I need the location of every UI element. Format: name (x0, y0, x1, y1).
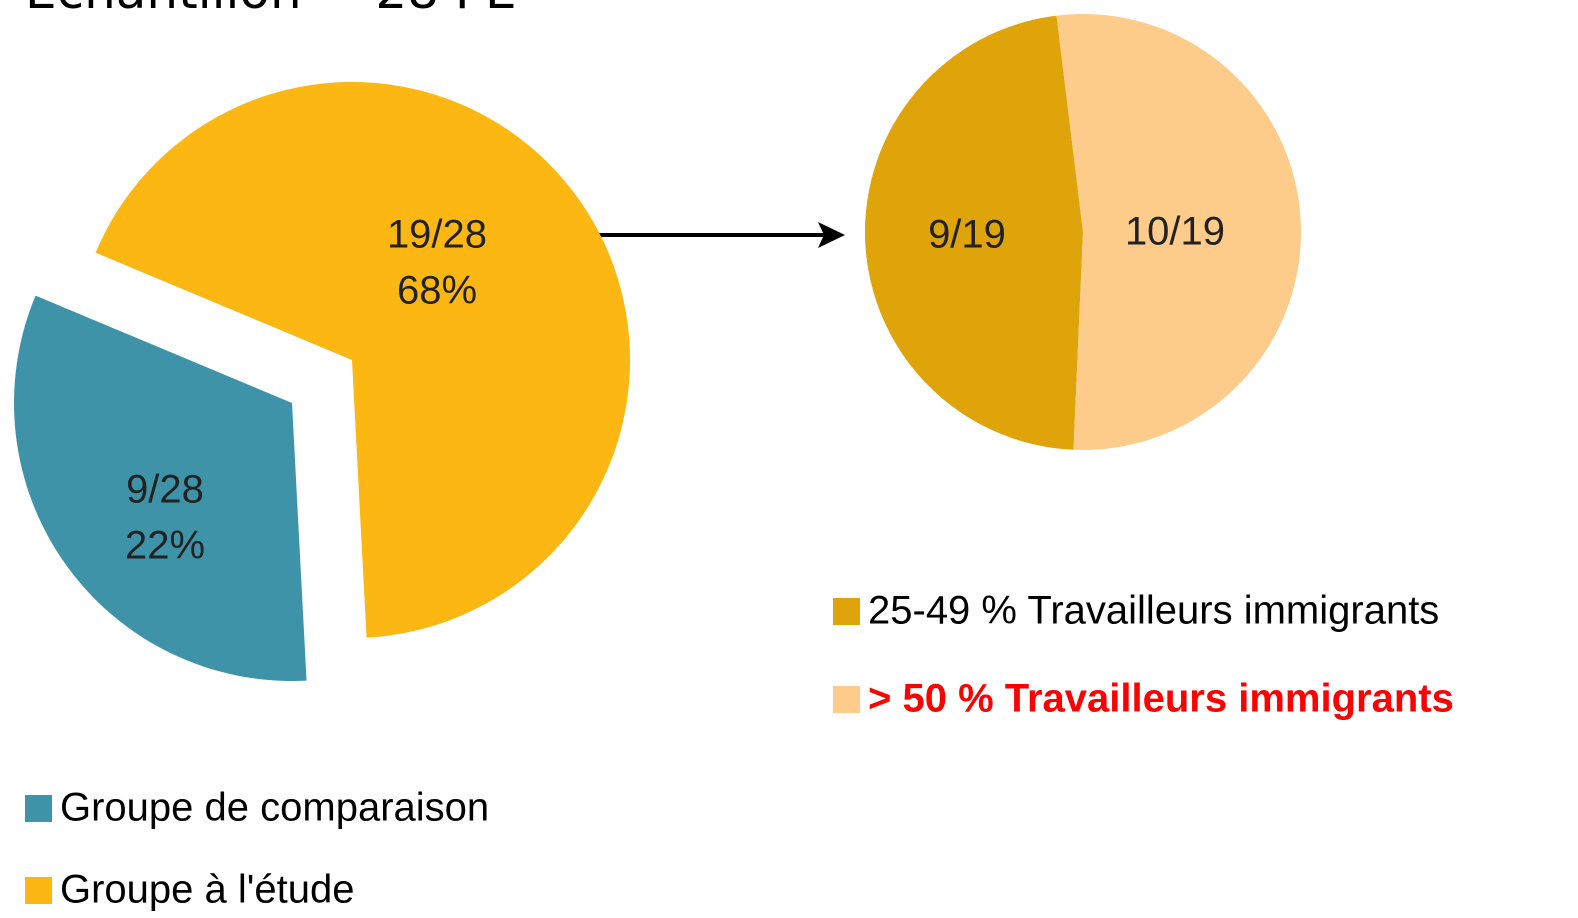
data-label: 9/19 (928, 213, 1006, 257)
data-label: 19/28 (387, 213, 487, 257)
data-label: 10/19 (1125, 210, 1225, 254)
percent-label: 22% (125, 524, 205, 568)
legend-label: 25-49 % Travailleurs immigrants (868, 589, 1439, 633)
arrow-head (818, 222, 845, 248)
legend-label: Groupe à l'étude (60, 868, 355, 912)
legend-label: Groupe de comparaison (60, 786, 489, 830)
legend-swatch (25, 795, 52, 822)
percent-label: 68% (397, 269, 477, 313)
legend-swatch (833, 686, 860, 713)
pie-slice (864, 15, 1083, 450)
legend-swatch (833, 598, 860, 625)
data-label: 9/28 (126, 468, 204, 512)
pie-slice (14, 295, 307, 682)
legend-swatch (25, 877, 52, 904)
legend-label: > 50 % Travailleurs immigrants (868, 677, 1454, 721)
chart-title: Échantillon = 28 PE (25, 0, 517, 20)
pie-slice (95, 82, 631, 638)
pie-slice (1056, 13, 1301, 450)
